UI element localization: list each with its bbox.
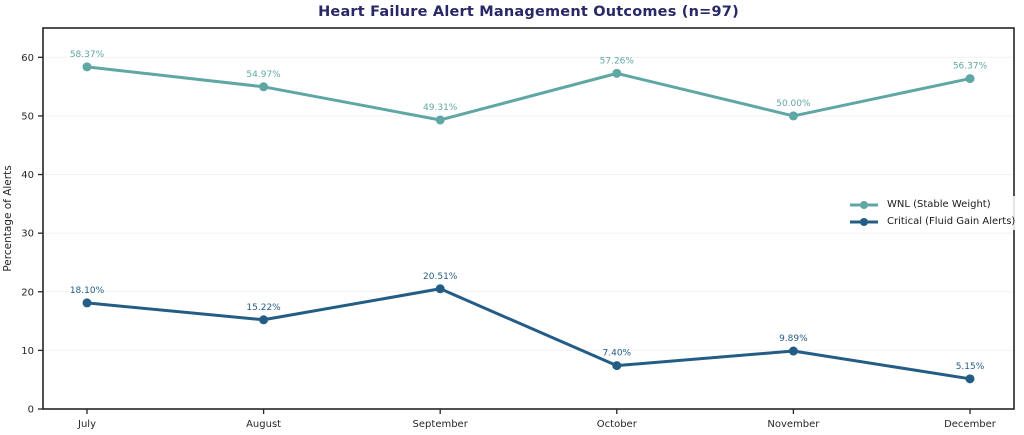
x-tick-label: July bbox=[77, 419, 96, 430]
y-tick-label: 10 bbox=[21, 346, 34, 357]
legend-label: Critical (Fluid Gain Alerts) bbox=[887, 216, 1016, 227]
critical-point bbox=[435, 284, 445, 294]
wnl-point bbox=[612, 68, 622, 78]
wnl-point bbox=[788, 111, 798, 121]
critical-point-label: 20.51% bbox=[423, 272, 458, 282]
wnl-point-label: 49.31% bbox=[423, 103, 458, 113]
wnl-point bbox=[259, 82, 269, 92]
critical-point bbox=[82, 298, 92, 308]
chart-title: Heart Failure Alert Management Outcomes … bbox=[318, 4, 739, 20]
y-tick-label: 20 bbox=[21, 287, 34, 298]
critical-point-label: 15.22% bbox=[246, 303, 281, 313]
y-tick-label: 50 bbox=[21, 111, 34, 122]
wnl-point-label: 56.37% bbox=[953, 62, 988, 72]
critical-point-label: 9.89% bbox=[779, 334, 808, 344]
x-tick-label: November bbox=[767, 419, 820, 430]
legend-marker-icon bbox=[850, 217, 878, 226]
y-tick-label: 0 bbox=[28, 405, 34, 416]
wnl-point bbox=[965, 74, 975, 84]
legend-marker-icon bbox=[850, 200, 878, 209]
critical-point bbox=[612, 361, 622, 371]
critical-point bbox=[259, 315, 269, 325]
legend-item: WNL (Stable Weight) bbox=[849, 198, 1015, 211]
x-tick-label: October bbox=[597, 419, 638, 430]
wnl-line bbox=[85, 65, 972, 122]
critical-point-label: 5.15% bbox=[956, 362, 985, 372]
y-tick-label: 30 bbox=[21, 229, 34, 240]
critical-point-label: 18.10% bbox=[70, 286, 105, 296]
x-tick-label: December bbox=[944, 419, 997, 430]
y-axis-label: Percentage of Alerts bbox=[2, 165, 14, 271]
critical-point bbox=[965, 374, 975, 384]
y-tick-label: 40 bbox=[21, 170, 34, 181]
wnl-point-label: 57.26% bbox=[600, 56, 635, 66]
wnl-point bbox=[82, 62, 92, 72]
wnl-point-label: 50.00% bbox=[776, 99, 811, 109]
critical-point bbox=[788, 346, 798, 356]
legend-item: Critical (Fluid Gain Alerts) bbox=[849, 215, 1015, 228]
x-tick-label: August bbox=[246, 419, 281, 430]
legend: WNL (Stable Weight) Critical (Fluid Gain … bbox=[845, 196, 1020, 230]
legend-label: WNL (Stable Weight) bbox=[887, 199, 991, 210]
wnl-point bbox=[435, 115, 445, 125]
critical-line bbox=[85, 287, 972, 381]
y-tick-label: 60 bbox=[21, 53, 34, 64]
wnl-point-label: 54.97% bbox=[246, 70, 281, 80]
critical-point-label: 7.40% bbox=[603, 349, 632, 359]
x-tick-label: September bbox=[413, 419, 469, 430]
wnl-point-label: 58.37% bbox=[70, 50, 105, 60]
